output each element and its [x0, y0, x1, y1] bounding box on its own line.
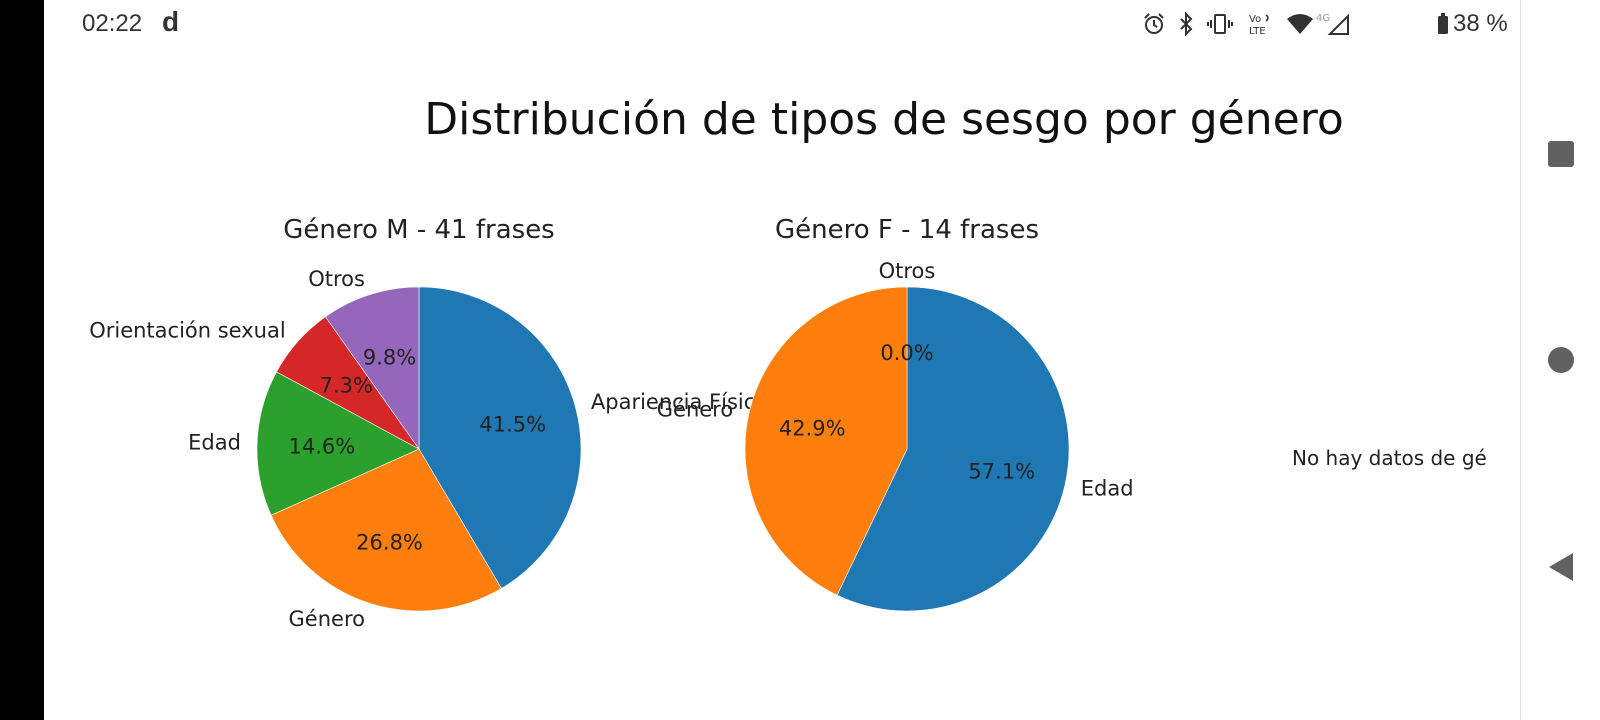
slice-m-apariencia-fisica-pct: 41.5% — [479, 412, 546, 436]
home-circle-icon[interactable] — [1547, 346, 1575, 374]
slice-m-apariencia-fisica — [418, 286, 582, 589]
slice-m-otros — [325, 286, 420, 450]
pie-m: Apariencia Física 41.5% Género 26.8% Edad 14.… — [89, 267, 768, 631]
status-bar: 02:22 d Vo LTE 4G 38 % — [44, 0, 1520, 48]
slice-f-otros-pct: 0.0% — [880, 341, 933, 365]
navigation-bar — [1520, 0, 1600, 720]
slice-m-edad-pct: 14.6% — [289, 434, 356, 458]
signal-4g-icon: 4G — [1316, 13, 1349, 35]
slice-f-edad — [836, 286, 1070, 612]
notification-app-icon: d — [162, 6, 180, 37]
svg-text:LTE: LTE — [1249, 26, 1266, 36]
figure-title: Distribución de tipos de sesgo por géner… — [424, 94, 1344, 145]
slice-f-edad-pct: 57.1% — [968, 460, 1035, 484]
svg-text:Vo: Vo — [1249, 14, 1261, 25]
battery-icon — [1438, 13, 1448, 34]
bluetooth-icon — [1180, 12, 1193, 36]
wifi-icon — [1287, 14, 1313, 34]
left-black-bar — [0, 0, 44, 720]
volte-icon: Vo LTE — [1249, 14, 1269, 36]
slice-m-genero-label: Género — [289, 607, 365, 631]
alarm-icon — [1144, 13, 1164, 34]
battery-percent: 38 % — [1453, 10, 1508, 37]
slice-m-otros-pct: 9.8% — [363, 345, 416, 369]
slice-m-orientacion-sexual-pct: 7.3% — [320, 373, 373, 397]
status-time: 02:22 — [82, 10, 143, 37]
slice-f-edad-label: Edad — [1081, 476, 1134, 500]
recents-square-icon[interactable] — [1547, 140, 1575, 168]
slice-f-genero-pct: 42.9% — [779, 416, 846, 440]
slice-m-otros-label: Otros — [308, 267, 365, 291]
slice-m-apariencia-fisica-label: Apariencia Física — [591, 390, 768, 414]
back-triangle-icon[interactable] — [1547, 552, 1575, 582]
empty-panel-text: No hay datos de géner — [1292, 446, 1520, 470]
slice-f-genero — [744, 286, 908, 596]
slice-f-otros-label: Otros — [879, 259, 936, 283]
slice-m-genero-pct: 26.8% — [356, 531, 423, 555]
panel-title-m: Género M - 41 frases — [283, 215, 554, 245]
panel-title-f: Género F - 14 frases — [775, 215, 1039, 245]
slice-f-genero-label: Género — [657, 398, 733, 422]
svg-text:4G: 4G — [1316, 13, 1330, 24]
pie-chart-figure: Distribución de tipos de sesgo por géner… — [89, 94, 1520, 631]
pie-f: Edad 57.1% Género 42.9% Otros 0.0% — [657, 259, 1134, 612]
slice-m-edad-label: Edad — [188, 430, 241, 454]
slice-m-orientacion-sexual-label: Orientación sexual — [89, 319, 285, 343]
vibrate-icon — [1207, 14, 1233, 34]
slice-m-edad — [256, 371, 420, 516]
